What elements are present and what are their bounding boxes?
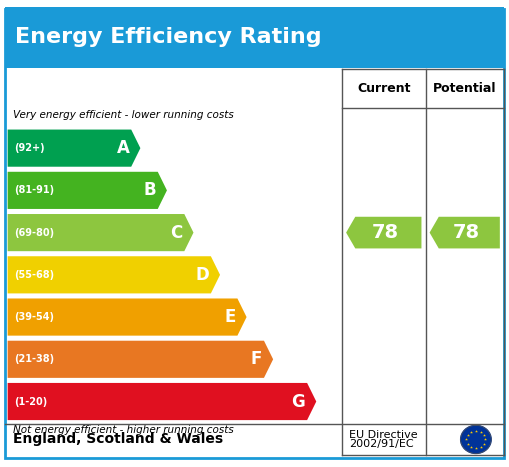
Text: F: F xyxy=(251,350,262,368)
Polygon shape xyxy=(8,298,246,336)
Text: (81-91): (81-91) xyxy=(14,185,54,195)
Text: (39-54): (39-54) xyxy=(14,312,54,322)
Polygon shape xyxy=(8,341,273,378)
Polygon shape xyxy=(8,129,140,167)
Text: D: D xyxy=(195,266,209,284)
Text: (92+): (92+) xyxy=(14,143,44,153)
Text: Energy Efficiency Rating: Energy Efficiency Rating xyxy=(15,28,322,47)
Bar xyxy=(5,7,504,68)
Polygon shape xyxy=(8,256,220,293)
Text: (1-20): (1-20) xyxy=(14,396,47,406)
Text: Not energy efficient - higher running costs: Not energy efficient - higher running co… xyxy=(13,425,234,435)
Text: 78: 78 xyxy=(453,223,479,242)
Text: C: C xyxy=(170,224,183,241)
Text: (55-68): (55-68) xyxy=(14,270,54,280)
Text: 2002/91/EC: 2002/91/EC xyxy=(349,439,413,449)
Polygon shape xyxy=(8,383,316,420)
Polygon shape xyxy=(430,217,500,248)
Polygon shape xyxy=(8,214,193,251)
Text: Potential: Potential xyxy=(433,82,496,95)
Text: Current: Current xyxy=(357,82,411,95)
Text: E: E xyxy=(224,308,236,326)
Circle shape xyxy=(461,425,491,453)
Text: (69-80): (69-80) xyxy=(14,227,54,238)
Text: 78: 78 xyxy=(372,223,399,242)
Polygon shape xyxy=(346,217,421,248)
Text: EU Directive: EU Directive xyxy=(349,430,417,440)
Text: (21-38): (21-38) xyxy=(14,354,54,364)
Text: B: B xyxy=(144,181,156,199)
Text: A: A xyxy=(117,139,129,157)
Text: Very energy efficient - lower running costs: Very energy efficient - lower running co… xyxy=(13,110,234,120)
Text: G: G xyxy=(292,393,305,410)
Polygon shape xyxy=(8,172,167,209)
Text: England, Scotland & Wales: England, Scotland & Wales xyxy=(13,432,223,446)
